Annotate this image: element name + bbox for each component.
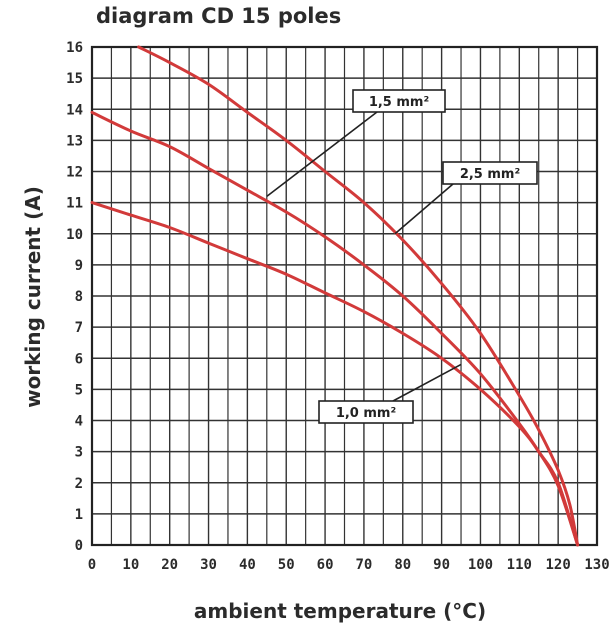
series-lines <box>90 45 580 547</box>
y-tick-label: 8 <box>75 289 83 305</box>
x-tick-label: 120 <box>546 557 571 573</box>
y-tick-label: 6 <box>75 351 83 367</box>
y-tick-label: 9 <box>75 258 83 274</box>
x-tick-label: 130 <box>584 557 609 573</box>
callout-pointer <box>392 363 462 402</box>
tick-labels: 0 10 20 30 40 50 60 70 80 90 100 110 120 130012345678… <box>66 40 610 573</box>
series-line-1 <box>137 45 580 547</box>
y-tick-label: 3 <box>75 445 83 461</box>
y-tick-label: 4 <box>75 414 83 430</box>
x-tick-label: 50 <box>278 557 295 573</box>
x-tick-label: 70 <box>355 557 372 573</box>
y-tick-label: 2 <box>75 476 83 492</box>
series-line-3 <box>90 201 580 547</box>
callout-pointer <box>266 111 378 198</box>
callouts: 1,5 mm² 2,5 mm² 1,0 mm² <box>266 89 538 424</box>
x-tick-label: 40 <box>239 557 256 573</box>
y-tick-label: 14 <box>66 102 83 118</box>
grid <box>90 45 599 547</box>
y-tick-label: 13 <box>66 133 83 149</box>
callout-label: 1,5 mm² <box>369 95 429 110</box>
x-tick-label: 20 <box>161 557 178 573</box>
x-tick-label: 110 <box>507 557 532 573</box>
y-tick-label: 0 <box>75 538 83 554</box>
callout-box <box>352 89 446 113</box>
callout-pointer <box>394 183 454 235</box>
chart-title: diagram CD 15 poles <box>96 4 341 28</box>
x-tick-label: 80 <box>394 557 411 573</box>
callout-label: 2,5 mm² <box>460 167 520 182</box>
y-tick-label: 10 <box>66 227 83 243</box>
x-tick-label: 90 <box>433 557 450 573</box>
plot-frame <box>90 45 599 547</box>
x-tick-label: 100 <box>468 557 493 573</box>
y-tick-label: 11 <box>66 196 83 212</box>
y-tick-label: 12 <box>66 165 83 181</box>
y-tick-label: 5 <box>75 382 83 398</box>
x-tick-label: 60 <box>317 557 334 573</box>
callout-box <box>442 161 538 185</box>
x-tick-label: 30 <box>200 557 217 573</box>
y-tick-label: 1 <box>75 507 83 523</box>
callout-box <box>318 400 414 424</box>
x-tick-label: 0 <box>88 557 96 573</box>
x-axis-label: ambient temperature (°C) <box>194 599 486 623</box>
y-axis-label: working current (A) <box>21 186 45 408</box>
y-tick-label: 7 <box>75 320 83 336</box>
callout-label: 1,0 mm² <box>336 406 396 421</box>
y-tick-label: 15 <box>66 71 83 87</box>
y-tick-label: 16 <box>66 40 83 56</box>
x-tick-label: 10 <box>122 557 139 573</box>
